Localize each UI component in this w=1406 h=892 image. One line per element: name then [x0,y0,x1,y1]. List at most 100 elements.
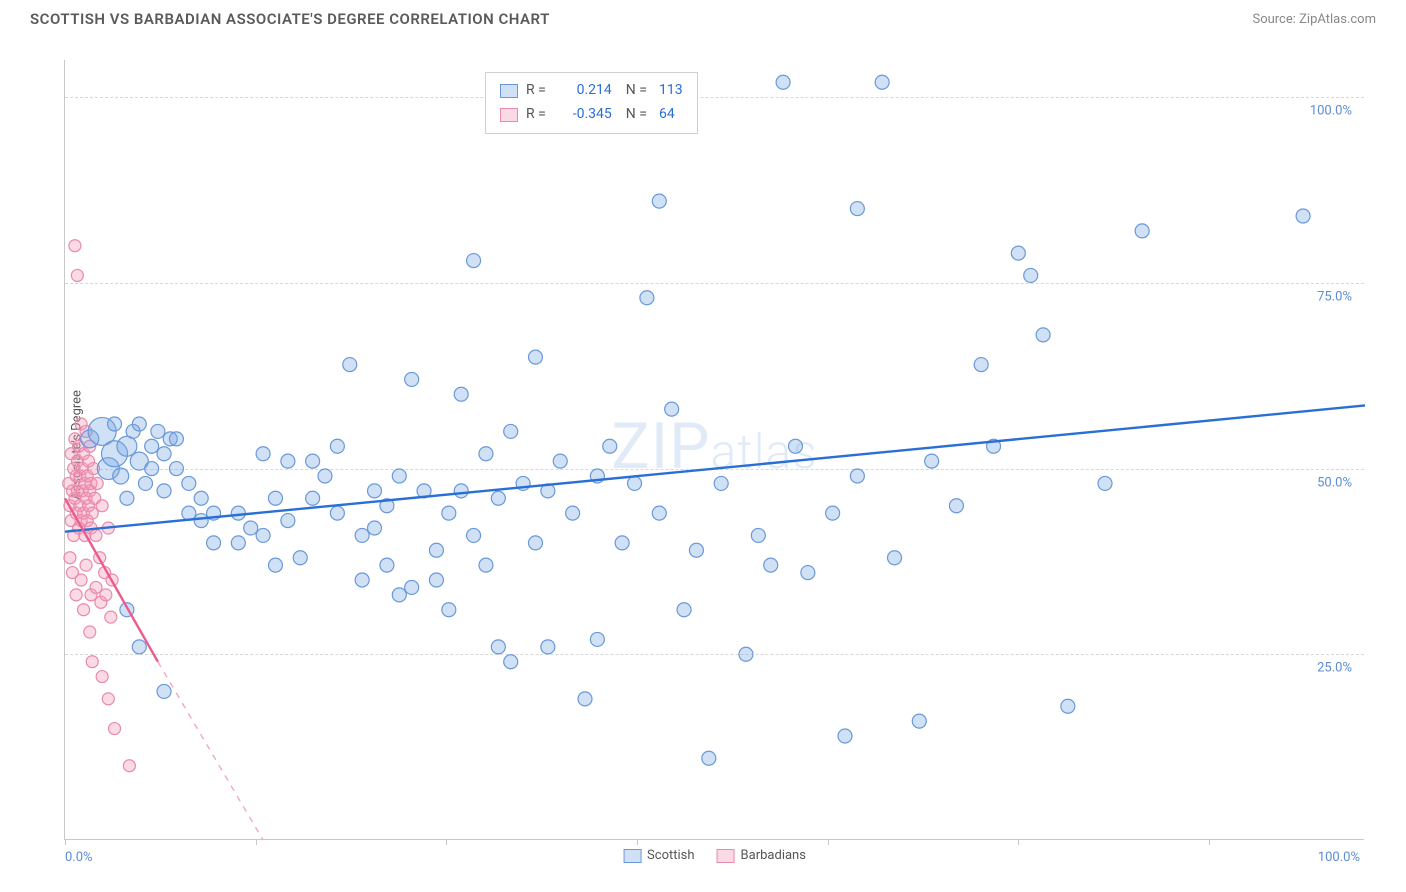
x-tick [637,839,638,845]
source-name: ZipAtlas.com [1299,12,1376,27]
scatter-point-scottish [157,684,171,698]
scatter-point-barbadians [84,626,96,638]
scatter-svg [65,60,1364,839]
scatter-point-scottish [306,491,320,505]
scatter-point-barbadians [70,589,82,601]
scatter-point-scottish [479,447,493,461]
legend-item-barbadians: Barbadians [717,848,806,863]
scatter-point-scottish [640,291,654,305]
scatter-point-scottish [132,640,146,654]
series-legend: Scottish Barbadians [623,848,806,863]
scatter-point-scottish [467,528,481,542]
scatter-point-scottish [801,566,815,580]
scatter-point-scottish [850,202,864,216]
scatter-point-scottish [1061,699,1075,713]
scatter-point-barbadians [69,240,81,252]
scatter-point-scottish [429,543,443,557]
scatter-point-scottish [145,439,159,453]
scatter-point-barbadians [75,574,87,586]
scatter-point-scottish [1296,209,1310,223]
scatter-point-scottish [974,358,988,372]
scatter-point-scottish [1011,246,1025,260]
legend-label: Scottish [647,848,694,863]
legend-n-value: 113 [659,79,683,103]
x-tick [65,839,66,845]
scatter-point-barbadians [91,477,103,489]
scatter-point-scottish [392,588,406,602]
scatter-point-scottish [677,603,691,617]
x-tick [256,839,257,845]
scatter-point-scottish [566,506,580,520]
scatter-point-scottish [281,454,295,468]
scatter-point-scottish [850,469,864,483]
legend-label: Barbadians [741,848,806,863]
chart-container: Associate's Degree 25.0%50.0%75.0%100.0%… [50,50,1370,840]
scatter-point-scottish [392,469,406,483]
scatter-point-scottish [491,640,505,654]
scatter-point-scottish [368,521,382,535]
scatter-point-scottish [380,558,394,572]
scatter-point-scottish [541,640,555,654]
correlation-legend: R = 0.214 N = 113 R = -0.345 N = 64 [485,72,698,134]
legend-row-barbadians: R = -0.345 N = 64 [500,103,683,127]
legend-n-label: N = [626,103,647,127]
scatter-point-scottish [268,558,282,572]
trend-line [65,405,1365,531]
chart-header: SCOTTISH VS BARBADIAN ASSOCIATE'S DEGREE… [0,0,1406,34]
scatter-point-barbadians [78,604,90,616]
scatter-point-scottish [231,506,245,520]
x-tick [1018,839,1019,845]
scatter-point-scottish [1036,328,1050,342]
scatter-point-scottish [306,454,320,468]
scatter-point-scottish [120,491,134,505]
scatter-point-scottish [912,714,926,728]
legend-r-value: -0.345 [554,103,612,127]
legend-r-label: R = [526,79,546,103]
scatter-point-barbadians [80,559,92,571]
scatter-point-scottish [454,484,468,498]
scatter-point-scottish [157,447,171,461]
scatter-point-scottish [207,536,221,550]
scatter-point-scottish [293,551,307,565]
scatter-point-scottish [1135,224,1149,238]
chart-title: SCOTTISH VS BARBADIAN ASSOCIATE'S DEGREE… [30,10,550,28]
scatter-point-scottish [714,476,728,490]
scatter-point-scottish [157,484,171,498]
scatter-point-scottish [776,75,790,89]
scatter-point-scottish [169,462,183,476]
scatter-point-scottish [405,372,419,386]
scatter-point-scottish [355,573,369,587]
scatter-point-barbadians [123,760,135,772]
scatter-point-scottish [368,484,382,498]
scatter-point-scottish [949,499,963,513]
scatter-point-barbadians [102,693,114,705]
scatter-point-scottish [925,454,939,468]
scatter-point-scottish [479,558,493,572]
scatter-point-scottish [405,580,419,594]
legend-n-label: N = [626,79,647,103]
scatter-point-scottish [194,514,208,528]
scatter-point-barbadians [71,269,83,281]
x-tick [828,839,829,845]
scatter-point-scottish [652,506,666,520]
scatter-point-scottish [194,491,208,505]
legend-row-scottish: R = 0.214 N = 113 [500,79,683,103]
scatter-point-scottish [231,536,245,550]
scatter-point-scottish [182,476,196,490]
chart-source: Source: ZipAtlas.com [1252,12,1376,27]
scatter-point-scottish [504,655,518,669]
scatter-point-scottish [739,647,753,661]
scatter-point-scottish [268,491,282,505]
scatter-point-barbadians [96,671,108,683]
plot-area: 25.0%50.0%75.0%100.0% ZIPatlas R = 0.214… [64,60,1364,840]
scatter-point-scottish [764,558,778,572]
scatter-point-scottish [888,551,902,565]
legend-item-scottish: Scottish [623,848,694,863]
scatter-point-scottish [442,603,456,617]
scatter-point-scottish [281,514,295,528]
scatter-point-scottish [603,439,617,453]
legend-swatch-scottish [500,84,518,98]
scatter-point-scottish [108,417,122,431]
scatter-point-barbadians [109,723,121,735]
scatter-point-barbadians [105,611,117,623]
